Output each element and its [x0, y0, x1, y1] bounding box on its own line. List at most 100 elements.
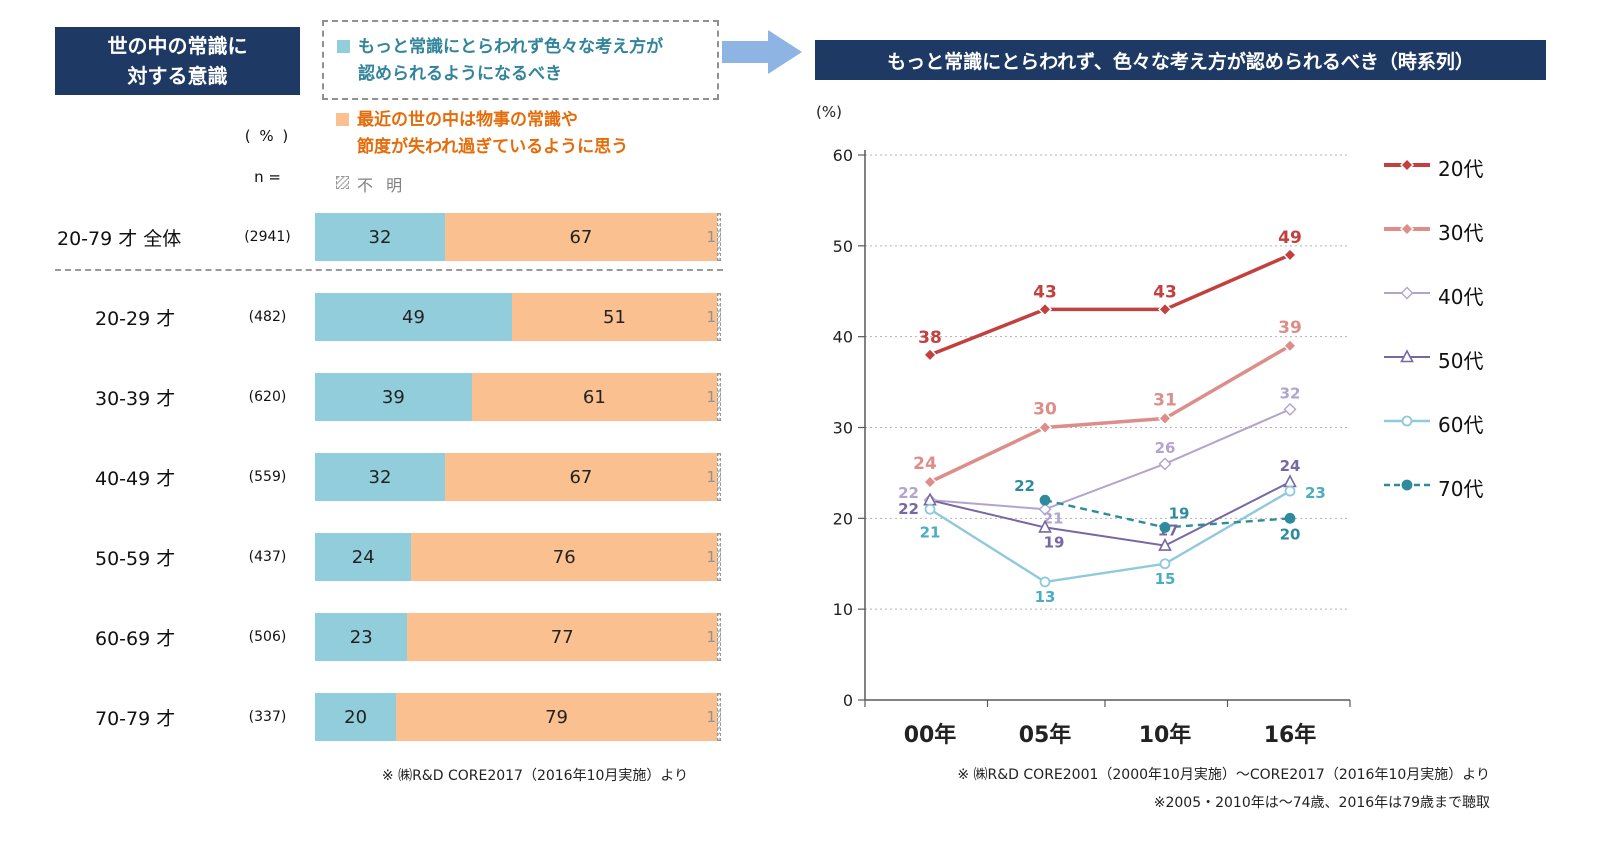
bar-category-label: 70-79 才: [95, 707, 176, 730]
unknown-value-label: 1: [706, 548, 716, 566]
unknown-value-label: 1: [706, 308, 716, 326]
flow-arrow-icon: [722, 30, 802, 74]
bar-row: 20-29 才 (482) 49 51 1: [55, 293, 727, 341]
bar-row: 50-59 才 (437) 24 76 1: [55, 533, 727, 581]
legend-label-unknown: 不 明: [357, 176, 407, 195]
legend-line-sample-icon: [1383, 284, 1431, 306]
svg-text:10年: 10年: [1139, 722, 1192, 748]
bar-n-label: (506): [248, 629, 287, 645]
legend-series-label: 40代: [1438, 284, 1484, 309]
legend-series-label: 60代: [1438, 412, 1484, 437]
bar-segment-lost: 61: [471, 373, 717, 421]
svg-text:10: 10: [833, 600, 853, 619]
bar-segment-unknown: [716, 693, 721, 741]
legend-line-sample-icon: [1383, 156, 1431, 178]
bar-row: 60-69 才 (506) 23 77 1: [55, 613, 727, 661]
svg-text:39: 39: [1278, 318, 1302, 338]
bar-segment-unknown: [716, 533, 721, 581]
svg-text:24: 24: [913, 454, 937, 474]
svg-text:0: 0: [843, 691, 853, 710]
stacked-bar: 32 67 1: [315, 453, 721, 501]
bar-row: 20-79 才 全体 (2941) 32 67 1: [55, 213, 727, 261]
bar-row: 30-39 才 (620) 39 61 1: [55, 373, 727, 421]
bar-segment-unknown: [716, 453, 721, 501]
bar-segment-should: 24: [315, 533, 412, 581]
bar-row: 40-49 才 (559) 32 67 1: [55, 453, 727, 501]
bar-n-label: (437): [248, 549, 287, 565]
bar-segment-lost: 51: [511, 293, 717, 341]
unknown-value-label: 1: [706, 228, 716, 246]
stacked-bar: 20 79 1: [315, 693, 721, 741]
stacked-bar: 23 77 1: [315, 613, 721, 661]
bar-segment-lost: 79: [396, 693, 717, 741]
line-legend-item: 40代: [1383, 280, 1483, 310]
bar-segment-unknown: [716, 373, 721, 421]
svg-text:40: 40: [833, 328, 853, 347]
stacked-bar-chart: 20-79 才 全体 (2941) 32 67 1 20-29 才 (482) 49 51 1 30…: [55, 213, 727, 773]
legend-item-lost: 最近の世の中は物事の常識や 節度が失われ過ぎているように思う: [336, 107, 628, 161]
legend-series-label: 70代: [1438, 476, 1484, 501]
svg-text:21: 21: [1043, 509, 1064, 527]
svg-text:19: 19: [1044, 533, 1065, 551]
bar-category-label: 30-39 才: [95, 387, 176, 410]
bar-segment-lost: 67: [444, 213, 717, 261]
bar-category-label: 40-49 才: [95, 467, 176, 490]
bar-n-label: (559): [248, 469, 287, 485]
teal-swatch-icon: [337, 40, 350, 53]
stacked-bar: 24 76 1: [315, 533, 721, 581]
bar-n-label: (2941): [244, 229, 291, 245]
svg-text:31: 31: [1153, 390, 1177, 410]
svg-text:43: 43: [1033, 282, 1057, 302]
stacked-bar: 39 61 1: [315, 373, 721, 421]
unknown-value-label: 1: [706, 388, 716, 406]
bar-n-label: (620): [248, 389, 287, 405]
svg-text:22: 22: [898, 484, 919, 502]
stacked-bar: 32 67 1: [315, 213, 721, 261]
svg-text:30: 30: [1033, 400, 1057, 420]
legend-box: もっと常識にとらわれず色々な考え方が 認められるようになるべき: [322, 20, 719, 100]
legend-label-lost: 最近の世の中は物事の常識や 節度が失われ過ぎているように思う: [357, 110, 629, 158]
legend-series-label: 50代: [1438, 348, 1484, 373]
bar-segment-should: 49: [315, 293, 512, 341]
unknown-value-label: 1: [706, 468, 716, 486]
svg-text:38: 38: [918, 328, 942, 348]
bar-category-label: 60-69 才: [95, 627, 176, 650]
svg-text:60: 60: [833, 146, 853, 165]
svg-text:32: 32: [1280, 384, 1301, 402]
legend-series-label: 30代: [1438, 220, 1484, 245]
timeseries-line-chart: 0 10 20 30 40 50 60 00年 05年 10年 16年 38 43 43 49 24 30 31 3…: [833, 146, 1351, 748]
svg-text:22: 22: [898, 500, 919, 518]
legend-line-sample-icon: [1383, 348, 1431, 370]
unknown-value-label: 1: [706, 708, 716, 726]
svg-text:05年: 05年: [1019, 722, 1072, 748]
svg-text:19: 19: [1169, 504, 1190, 522]
hatch-swatch-icon: [336, 176, 349, 189]
total-separator: [55, 269, 723, 271]
legend-series-label: 20代: [1438, 156, 1484, 181]
bar-segment-lost: 76: [411, 533, 717, 581]
svg-text:22: 22: [1014, 477, 1035, 495]
bar-category-label: 20-29 才: [95, 307, 176, 330]
svg-text:26: 26: [1155, 439, 1176, 457]
line-legend-item: 20代: [1383, 152, 1483, 182]
line-legend-item: 50代: [1383, 344, 1483, 374]
legend-item-unknown: 不 明: [336, 173, 406, 199]
bar-segment-should: 23: [315, 613, 408, 661]
bar-segment-lost: 67: [444, 453, 717, 501]
orange-swatch-icon: [336, 113, 349, 126]
svg-text:24: 24: [1280, 457, 1301, 475]
bar-n-label: (337): [248, 709, 287, 725]
legend-label-should: もっと常識にとらわれず色々な考え方が 認められるようになるべき: [358, 37, 664, 85]
right-footnote-1: ※ ㈱R&D CORE2001（2000年10月実施）～CORE2017（201…: [957, 767, 1490, 783]
svg-text:20: 20: [833, 509, 853, 528]
legend-line-sample-icon: [1383, 412, 1431, 434]
y-axis-unit-label: (%): [816, 103, 842, 121]
bar-segment-should: 32: [315, 213, 445, 261]
line-chart-legend: 20代 30代 40代 50代 60代 70代: [1383, 152, 1483, 536]
line-legend-item: 70代: [1383, 472, 1483, 502]
percent-unit-label: ( % ): [244, 127, 291, 145]
bar-segment-unknown: [716, 613, 721, 661]
svg-text:49: 49: [1278, 228, 1302, 248]
svg-text:00年: 00年: [904, 722, 957, 748]
legend-item-should: もっと常識にとらわれず色々な考え方が 認められるようになるべき: [337, 34, 717, 88]
